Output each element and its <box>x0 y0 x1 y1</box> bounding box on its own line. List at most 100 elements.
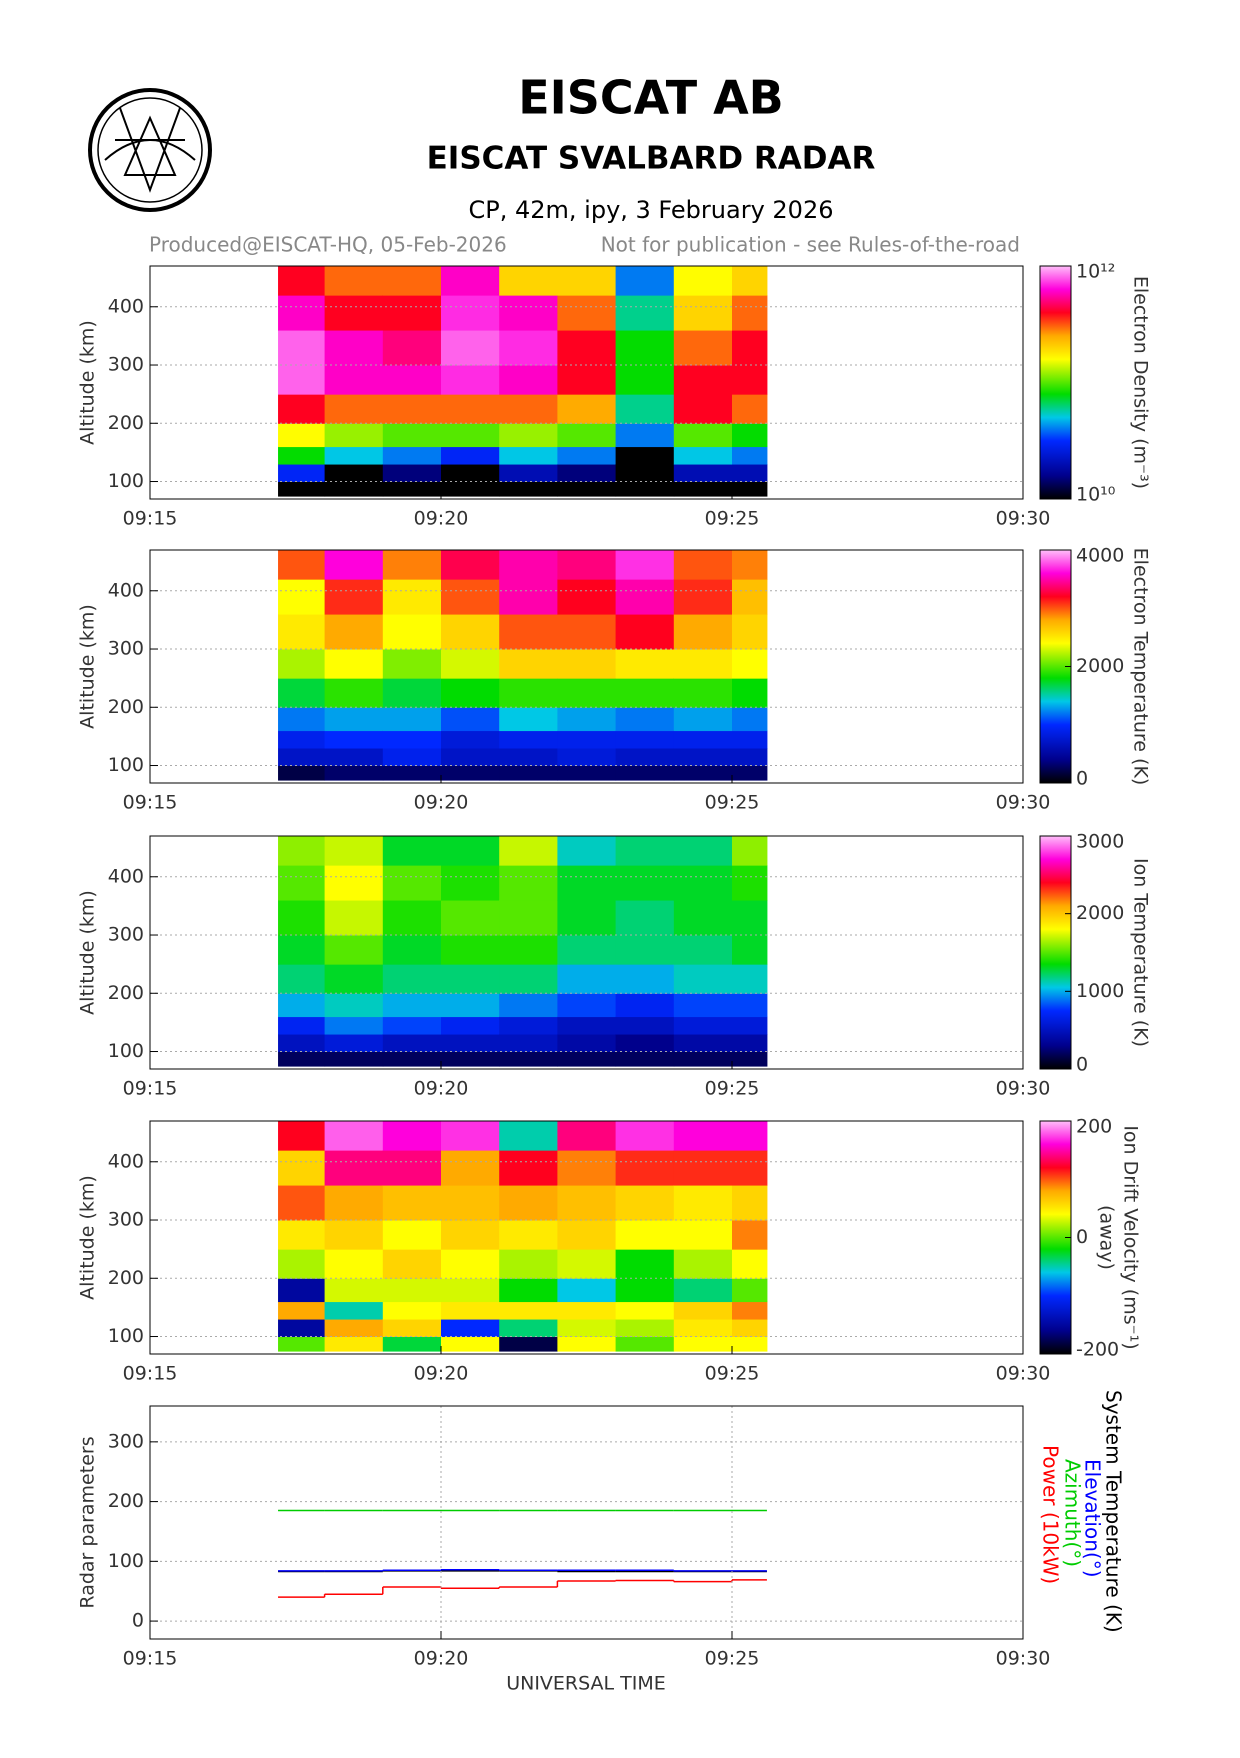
cell <box>499 614 558 650</box>
colorbar-tick-label: 0 <box>1076 768 1088 790</box>
cell <box>441 1016 500 1035</box>
cell <box>382 1301 442 1320</box>
cell <box>557 1301 617 1320</box>
cell <box>615 266 675 296</box>
cell <box>441 1051 500 1067</box>
cell <box>732 1150 768 1186</box>
cell <box>615 481 675 497</box>
cell <box>499 649 558 679</box>
cell <box>278 330 326 366</box>
cell <box>382 1185 442 1221</box>
y-axis-label: Altitude (km) <box>77 1175 99 1300</box>
y-tick-label: 200 <box>108 696 144 718</box>
cell <box>324 1121 384 1151</box>
colorbar-tick-label: 0 <box>1076 1054 1088 1076</box>
y-axis-label: Altitude (km) <box>77 604 99 729</box>
cell <box>615 707 675 732</box>
cell <box>278 678 326 708</box>
x-tick-label: 09:15 <box>123 1078 178 1100</box>
cell <box>441 365 500 395</box>
cell <box>278 1016 326 1035</box>
cell <box>324 1301 384 1320</box>
cell <box>278 730 326 749</box>
cell <box>441 649 500 679</box>
x-tick-label: 09:30 <box>996 508 1051 530</box>
cell <box>673 295 733 331</box>
cell <box>557 365 617 395</box>
cell <box>557 579 617 615</box>
cell <box>732 993 768 1018</box>
cell <box>278 1278 326 1303</box>
cell <box>441 481 500 497</box>
cell <box>499 730 558 749</box>
cell <box>673 765 733 781</box>
cell <box>499 1278 558 1303</box>
cell <box>732 649 768 679</box>
colorbar-tick-label: 10¹² <box>1076 261 1115 283</box>
cell <box>557 993 617 1018</box>
cell <box>324 765 384 781</box>
cell <box>673 550 733 580</box>
cell <box>615 1301 675 1320</box>
cell <box>557 446 617 465</box>
x-tick-label: 09:20 <box>414 508 469 530</box>
cell <box>499 423 558 448</box>
y-tick-label: 200 <box>108 1267 144 1289</box>
y-tick-label: 400 <box>108 865 144 887</box>
cell <box>441 423 500 448</box>
cell <box>441 394 500 424</box>
cell <box>732 394 768 424</box>
cell <box>382 579 442 615</box>
cell <box>324 365 384 395</box>
colorbar-tick-label: 3000 <box>1076 831 1124 853</box>
cell <box>557 423 617 448</box>
cell <box>557 295 617 331</box>
cell <box>673 1121 733 1151</box>
cell <box>441 1150 500 1186</box>
cell <box>732 1121 768 1151</box>
cell <box>324 1220 384 1250</box>
cell <box>499 365 558 395</box>
cell <box>499 579 558 615</box>
cell <box>732 1336 768 1352</box>
cell <box>441 579 500 615</box>
colorbar-tick-label: -200 <box>1076 1339 1119 1361</box>
cell <box>324 935 384 965</box>
cell <box>324 330 384 366</box>
cell <box>673 1319 733 1338</box>
cell <box>278 1051 326 1067</box>
cell <box>557 765 617 781</box>
cell <box>615 1016 675 1035</box>
y-axis-label: Radar parameters <box>77 1436 99 1608</box>
cell <box>324 614 384 650</box>
colorbar-label: Ion Drift Velocity (ms⁻¹) <box>1120 1125 1142 1349</box>
cell <box>732 1185 768 1221</box>
cell <box>324 1249 384 1279</box>
cell <box>499 1034 558 1053</box>
y-tick-label: 400 <box>108 579 144 601</box>
x-tick-label: 09:25 <box>705 1648 760 1670</box>
cell <box>732 935 768 965</box>
cell <box>732 1051 768 1067</box>
cell <box>673 330 733 366</box>
cell <box>382 865 442 901</box>
cell <box>615 464 675 483</box>
cell <box>441 765 500 781</box>
cell <box>382 1034 442 1053</box>
cell <box>557 1220 617 1250</box>
cell <box>732 330 768 366</box>
cell <box>441 865 500 901</box>
cell <box>615 964 675 994</box>
cell <box>673 579 733 615</box>
cell <box>324 423 384 448</box>
cell <box>278 649 326 679</box>
cell <box>441 266 500 296</box>
y-tick-label: 0 <box>132 1610 144 1632</box>
cell <box>732 765 768 781</box>
colorbar-label: Ion Temperature (K) <box>1130 858 1152 1047</box>
cell <box>382 935 442 965</box>
cell <box>615 365 675 395</box>
colorbar-tick-label: 1000 <box>1076 980 1124 1002</box>
cell <box>557 964 617 994</box>
cell <box>382 1051 442 1067</box>
